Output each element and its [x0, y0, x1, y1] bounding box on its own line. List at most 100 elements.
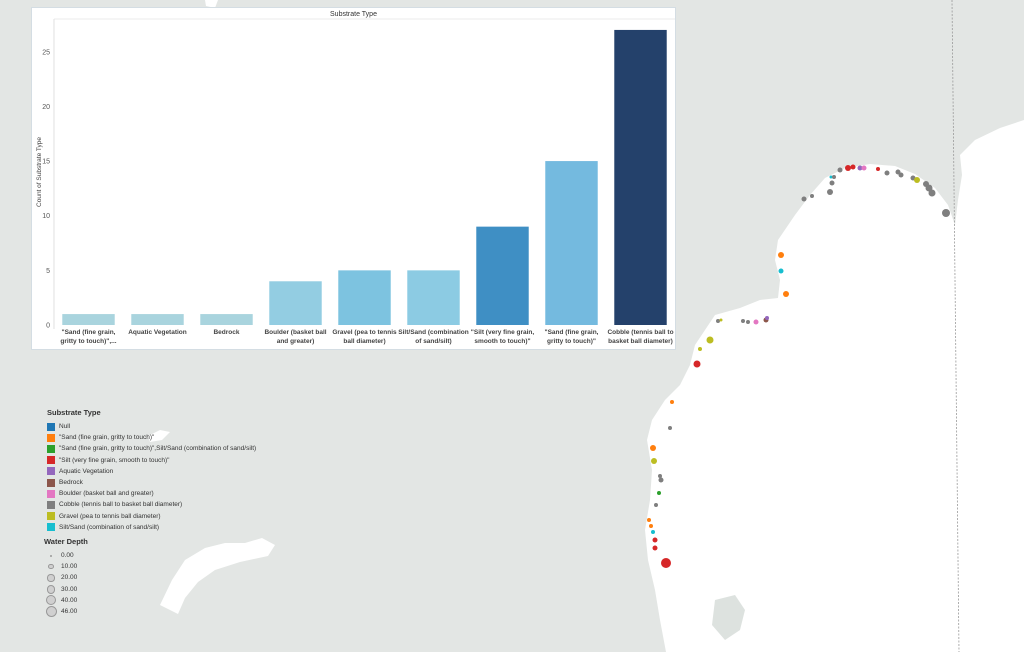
map-point[interactable]: [861, 165, 867, 171]
map-point[interactable]: [778, 252, 784, 258]
map-point[interactable]: [658, 477, 664, 483]
legend-label: Bedrock: [59, 479, 83, 487]
map-point[interactable]: [657, 491, 661, 495]
y-tick-label: 0: [46, 323, 50, 330]
map-shoal: [712, 595, 745, 640]
legend-label: Gravel (pea to tennis ball diameter): [59, 512, 161, 520]
map-point[interactable]: [928, 189, 936, 197]
map-point[interactable]: [706, 336, 714, 344]
map-point[interactable]: [741, 319, 745, 323]
size-legend-item[interactable]: 40.00: [44, 595, 88, 606]
bar[interactable]: [131, 314, 184, 325]
size-legend-circle: [50, 554, 52, 557]
map-point[interactable]: [651, 530, 655, 534]
size-legend-circle: [47, 574, 55, 582]
map-point[interactable]: [832, 175, 836, 179]
x-tick-label: Cobble (tennis ball to: [607, 329, 673, 336]
legend-swatch: [47, 512, 55, 521]
size-legend-item[interactable]: 10.00: [44, 561, 88, 572]
bar[interactable]: [338, 270, 391, 325]
size-legend-label: 0.00: [61, 552, 74, 560]
map-point[interactable]: [827, 189, 833, 195]
legend-item[interactable]: Bedrock: [47, 477, 256, 488]
size-legend-item[interactable]: 20.00: [44, 572, 88, 583]
size-legend-label: 30.00: [61, 585, 78, 593]
map-point[interactable]: [845, 165, 851, 171]
size-legend-item[interactable]: 30.00: [44, 584, 88, 595]
map-point[interactable]: [829, 175, 833, 179]
map-point[interactable]: [651, 458, 657, 464]
map-point[interactable]: [693, 360, 701, 368]
bar[interactable]: [614, 29, 667, 326]
map-point[interactable]: [654, 503, 658, 507]
bar[interactable]: [62, 314, 115, 325]
map-point[interactable]: [698, 347, 702, 351]
map-point[interactable]: [753, 319, 759, 325]
legend-item[interactable]: "Sand (fine grain, gritty to touch)",Sil…: [47, 443, 256, 454]
size-legend-item[interactable]: 0.00: [44, 550, 88, 561]
map-point[interactable]: [647, 518, 651, 522]
legend-item[interactable]: Null: [47, 421, 256, 432]
legend-label: Cobble (tennis ball to basket ball diame…: [59, 501, 183, 509]
map-point[interactable]: [649, 524, 653, 528]
map-point[interactable]: [829, 180, 835, 186]
map-point[interactable]: [765, 316, 769, 320]
bar[interactable]: [476, 226, 529, 325]
size-legend-circle: [45, 606, 57, 618]
map-point[interactable]: [778, 268, 784, 274]
color-legend-title: Substrate Type: [47, 408, 101, 417]
chart-panel: Substrate Type 0 5 10 15 20 25 Count of Substr…: [31, 7, 676, 350]
map-point[interactable]: [801, 196, 807, 202]
legend-swatch: [47, 523, 55, 532]
size-legend-circle: [48, 564, 54, 570]
map-point[interactable]: [661, 558, 671, 568]
map-point[interactable]: [837, 167, 843, 173]
bar[interactable]: [200, 314, 253, 325]
map-point[interactable]: [942, 209, 950, 217]
map-point[interactable]: [857, 165, 863, 171]
bar[interactable]: [407, 270, 460, 325]
size-legend-title: Water Depth: [44, 537, 88, 546]
legend-item[interactable]: Silt/Sand (combination of sand/silt): [47, 522, 256, 533]
map-point[interactable]: [850, 164, 856, 170]
map-point[interactable]: [670, 400, 674, 404]
legend-swatch: [47, 478, 55, 487]
map-point[interactable]: [746, 320, 750, 324]
x-tick-label: Silt/Sand (combination: [398, 329, 468, 336]
map-point[interactable]: [783, 291, 789, 297]
x-tick-label: "Sand (fine grain,: [61, 329, 115, 336]
map-islet: [148, 430, 170, 442]
y-tick-label: 5: [46, 268, 50, 275]
size-legend-label: 10.00: [61, 563, 78, 571]
map-point[interactable]: [914, 177, 920, 183]
x-tick-label: gritty to touch)",...: [60, 338, 116, 345]
map-point[interactable]: [898, 172, 904, 178]
map-point[interactable]: [652, 537, 658, 543]
bar-chart: 0 5 10 15 20 25 Count of Substrate Type "Sand (…: [36, 18, 675, 345]
map-point[interactable]: [652, 545, 658, 551]
map-point[interactable]: [884, 170, 890, 176]
legend-item[interactable]: Gravel (pea to tennis ball diameter): [47, 511, 256, 522]
legend-item[interactable]: Aquatic Vegetation: [47, 466, 256, 477]
y-tick-label: 25: [42, 49, 50, 56]
legend-item[interactable]: Boulder (basket ball and greater): [47, 488, 256, 499]
map-points[interactable]: [647, 164, 950, 569]
map-point[interactable]: [658, 474, 662, 478]
x-tick-label: and greater): [277, 338, 315, 345]
legend-item[interactable]: Cobble (tennis ball to basket ball diame…: [47, 499, 256, 510]
legend-label: Silt/Sand (combination of sand/silt): [59, 523, 160, 531]
legend-swatch: [47, 456, 55, 465]
map-point[interactable]: [668, 426, 672, 430]
size-legend-item[interactable]: 46.00: [44, 606, 88, 618]
map-point[interactable]: [650, 445, 656, 451]
legend-label: "Sand (fine grain, gritty to touch)",Sil…: [59, 445, 257, 453]
map-point[interactable]: [810, 194, 814, 198]
map-point[interactable]: [716, 319, 720, 323]
legend-item[interactable]: "Sand (fine grain, gritty to touch)": [47, 432, 256, 443]
map-point[interactable]: [876, 167, 880, 171]
x-tick-label: ball diameter): [343, 338, 385, 345]
legend-item[interactable]: "Silt (very fine grain, smooth to touch)…: [47, 455, 256, 466]
bar[interactable]: [545, 161, 598, 325]
map-point[interactable]: [719, 318, 723, 322]
bar[interactable]: [269, 281, 322, 325]
